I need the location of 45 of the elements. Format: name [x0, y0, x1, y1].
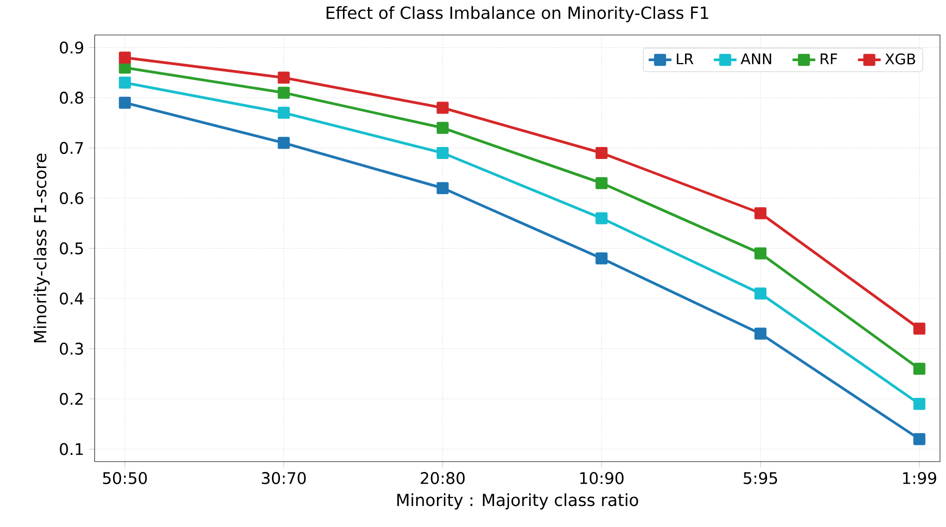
- point: [278, 106, 290, 119]
- point: [596, 252, 608, 264]
- y-tick-label: 0.1: [60, 443, 83, 456]
- point: [278, 86, 290, 99]
- point: [436, 122, 449, 134]
- x-axis-title: Minority : Majority class ratio: [397, 493, 638, 510]
- point: [596, 177, 608, 190]
- legend-label: RF: [820, 54, 838, 64]
- x-tick-label: 5:95: [744, 472, 778, 484]
- y-tick-label: 0.7: [60, 142, 83, 154]
- legend-label: LR: [676, 54, 694, 64]
- y-tick-label: 0.8: [60, 92, 84, 104]
- legend-label: XGB: [885, 53, 916, 64]
- y-tick-label: 0.3: [60, 342, 83, 355]
- y-tick-label: 0.9: [60, 41, 84, 54]
- point: [596, 146, 608, 159]
- x-tick-label: 1:99: [903, 472, 936, 484]
- point: [754, 328, 766, 340]
- y-tick-label: 0.4: [60, 292, 84, 305]
- y-axis-title: Minority-class F1-score: [34, 154, 50, 342]
- y-tick-label: 0.2: [60, 392, 83, 405]
- point: [118, 52, 131, 64]
- point: [436, 182, 449, 194]
- x-tick-label: 10:90: [580, 472, 624, 484]
- point: [754, 288, 766, 300]
- point: [913, 398, 926, 410]
- point: [913, 362, 926, 375]
- x-tick-label: 30:70: [262, 472, 306, 484]
- y-tick-label: 0.6: [60, 192, 84, 204]
- y-tick-label: 0.5: [60, 242, 83, 254]
- point: [913, 433, 926, 446]
- point: [118, 96, 131, 109]
- point: [596, 212, 608, 224]
- point: [118, 76, 131, 89]
- point: [436, 146, 449, 159]
- legend-label: ANN: [740, 54, 772, 64]
- point: [436, 102, 449, 114]
- x-tick-label: 50:50: [103, 472, 147, 484]
- point: [278, 72, 290, 84]
- point: [754, 207, 766, 220]
- point: [754, 247, 766, 260]
- point: [913, 322, 926, 335]
- chart-title: Effect of Class Imbalance on Minority-Class F1: [326, 6, 708, 22]
- x-tick-label: 20:80: [420, 472, 465, 484]
- point: [278, 136, 290, 149]
